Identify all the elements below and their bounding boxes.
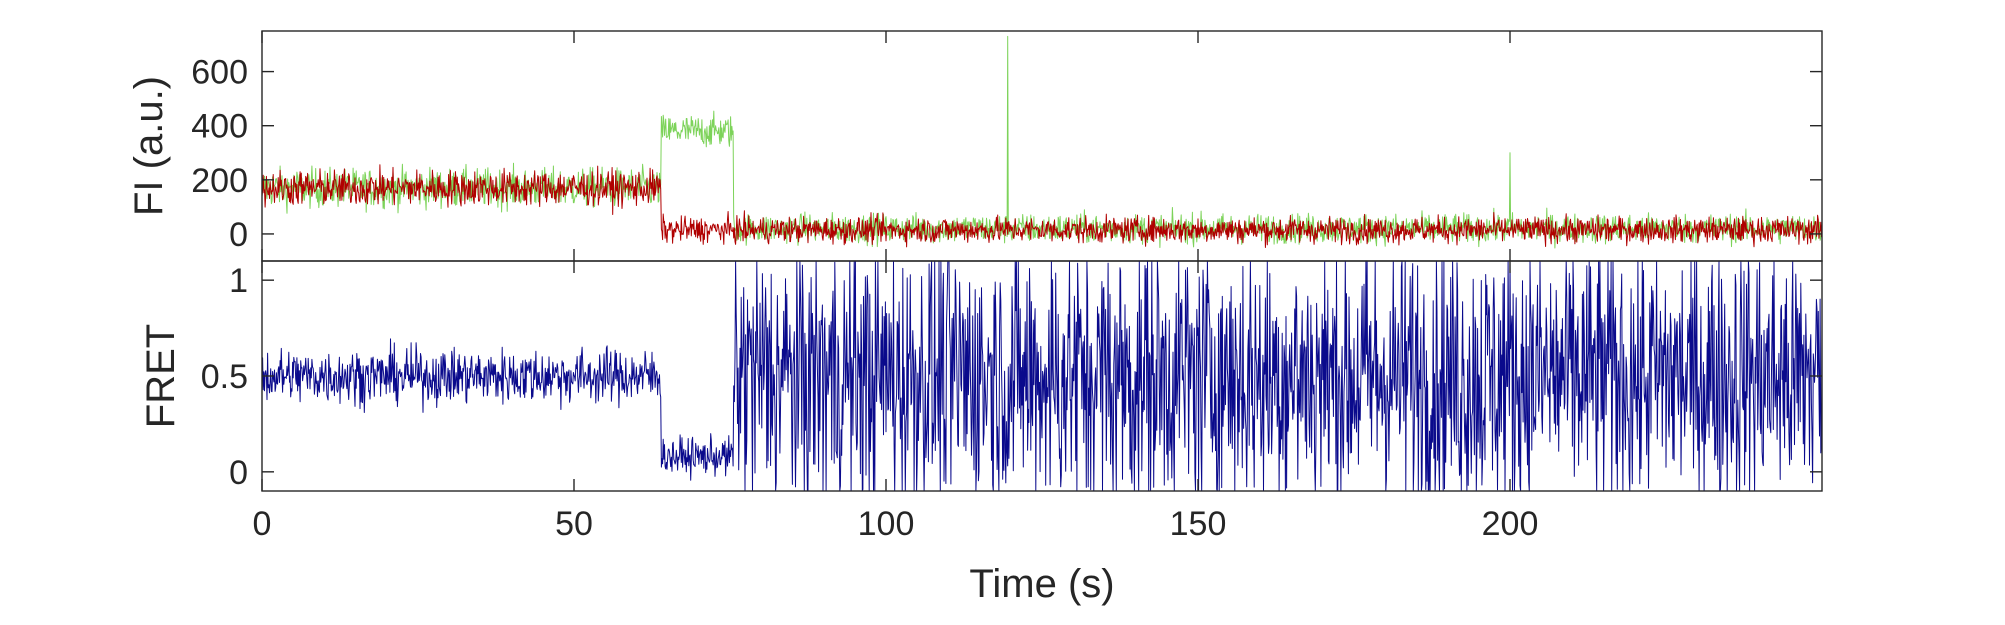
- fret-y-tick-label: 1: [229, 262, 248, 300]
- fret-y-tick-label: 0.5: [201, 358, 248, 396]
- fret-y-axis-label: FRET: [139, 324, 183, 428]
- fluorescence-y-axis-label: FI (a.u.): [127, 76, 171, 216]
- fluorescence-y-tick-label: 400: [191, 108, 248, 146]
- fluorescence-y-tick-label: 600: [191, 54, 248, 92]
- fluorescence-series-1-line: [261, 164, 1823, 248]
- fluorescence-traces: [261, 31, 1823, 261]
- time-x-tick-label: 200: [1482, 505, 1539, 543]
- fret-panel: 00.51 0 50 100 150 200 FRET Time (s): [139, 260, 1823, 606]
- time-x-axis-label: Time (s): [969, 562, 1114, 606]
- time-x-tick-label: 0: [253, 505, 272, 543]
- fluorescence-y-tick-label: 0: [229, 216, 248, 254]
- fluorescence-y-tick-label: 200: [191, 162, 248, 200]
- time-x-tick-label: 50: [555, 505, 593, 543]
- fluorescence-y-ticks: 0 200 400 600: [191, 54, 1822, 254]
- fret-series-0-line: [261, 260, 1823, 492]
- fluorescence-panel: 0 200 400 600 FI (a.u.): [127, 30, 1823, 262]
- fluorescence-series-0-line: [261, 35, 1823, 249]
- fret-y-tick-label: 0: [229, 454, 248, 492]
- fret-y-ticks: 00.51: [201, 262, 1822, 492]
- fret-traces: [261, 260, 1823, 492]
- time-x-tick-label: 150: [1170, 505, 1227, 543]
- time-x-ticks: 0 50 100 150 200: [253, 261, 1539, 543]
- time-x-tick-label: 100: [858, 505, 915, 543]
